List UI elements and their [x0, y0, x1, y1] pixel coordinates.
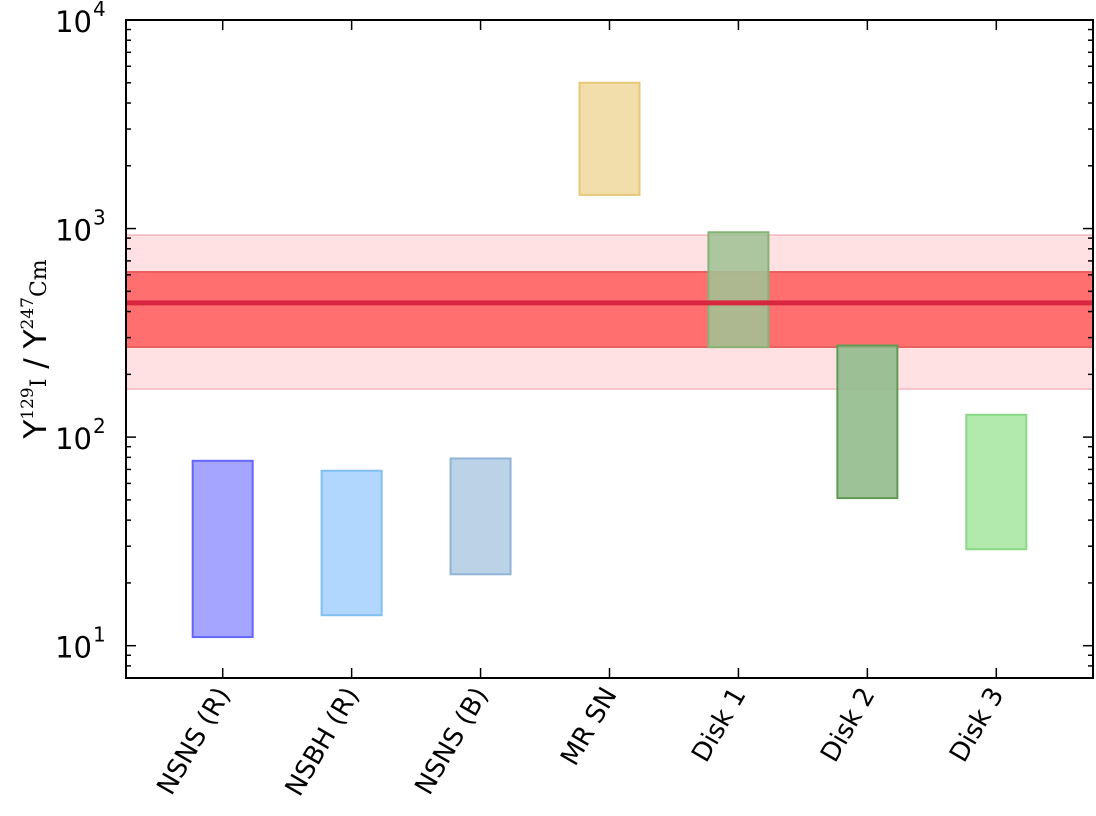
bar-disk-1	[707, 231, 770, 349]
y-tick-label: 10	[55, 631, 92, 665]
y-axis-label-part: Y	[18, 420, 54, 440]
y-tick-label: 10	[55, 5, 92, 39]
bar-nsbh-r	[320, 469, 383, 617]
bars	[191, 81, 1028, 639]
x-tick-label: NSBH (R)	[280, 683, 366, 802]
x-tick-label: MR SN	[555, 683, 623, 771]
y-tick-label-exponent: 2	[93, 414, 106, 438]
bar-mr-sn	[578, 81, 641, 196]
bar-nsns-r	[191, 459, 254, 639]
x-tick-label: NSNS (R)	[152, 683, 237, 801]
y-axis-label-part: 247	[18, 297, 38, 329]
y-axis-label-part: I	[27, 379, 52, 388]
x-tick-label: NSNS (B)	[409, 683, 494, 800]
bar-nsns-b	[449, 457, 512, 576]
y-tick-label-exponent: 3	[93, 206, 106, 230]
y-tick-label: 10	[55, 214, 92, 248]
x-tick-label: Disk 3	[944, 683, 1010, 768]
bar-disk-3	[965, 413, 1028, 551]
y-tick-label-exponent: 4	[93, 0, 106, 21]
inner-band-rect	[125, 271, 1094, 348]
x-tick-label: Disk 2	[815, 683, 881, 768]
y-axis-label-part: 129	[18, 387, 38, 419]
y-axis-label-part: Cm	[27, 259, 52, 297]
y-axis-label-part: / Y	[18, 329, 54, 378]
inner-uncertainty-band	[125, 271, 1094, 348]
y-axis-label: Y129I / Y247Cm	[18, 259, 54, 439]
bar-disk-2	[836, 344, 899, 500]
x-tick-label: Disk 1	[686, 683, 752, 768]
y-tick-label-exponent: 1	[93, 623, 106, 647]
y-tick-label: 10	[55, 422, 92, 456]
